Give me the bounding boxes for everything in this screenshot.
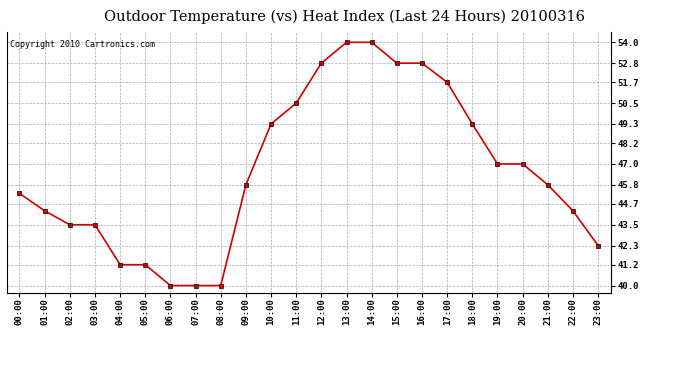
Text: Copyright 2010 Cartronics.com: Copyright 2010 Cartronics.com <box>10 40 155 49</box>
Text: Outdoor Temperature (vs) Heat Index (Last 24 Hours) 20100316: Outdoor Temperature (vs) Heat Index (Las… <box>104 9 586 24</box>
